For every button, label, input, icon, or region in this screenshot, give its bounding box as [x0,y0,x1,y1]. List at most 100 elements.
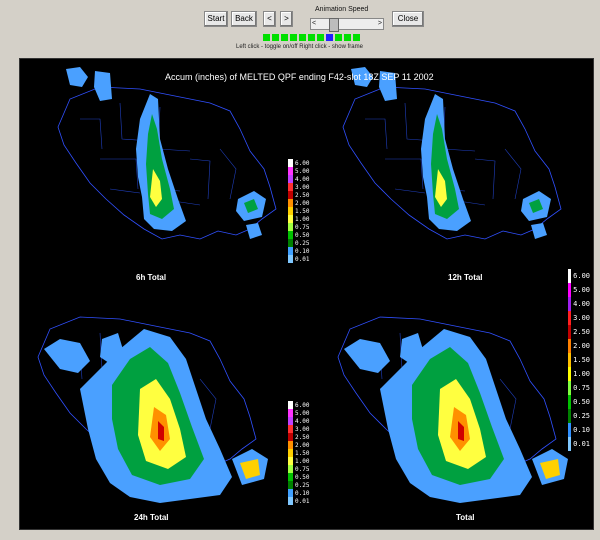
legend-entry: 4.00 [288,175,310,183]
legend-value: 1.50 [573,356,590,364]
legend-value: 0.50 [295,231,310,239]
legend-entry: 2.00 [288,441,310,449]
legend-entry: 1.50 [288,207,310,215]
legend-entry: 3.00 [568,311,590,325]
legend-swatch [288,497,293,505]
legend-swatch [288,449,293,457]
legend-entry: 0.75 [568,381,590,395]
legend-swatch [288,183,293,191]
frame-toggle[interactable] [281,34,288,41]
slider-left-arrow-icon[interactable]: < [312,20,317,27]
legend-swatch [288,239,293,247]
legend-swatch [288,401,293,409]
step-back-button[interactable]: < [263,11,276,27]
legend-entry: 5.00 [568,283,590,297]
legend-entry: 4.00 [288,417,310,425]
legend-entry: 0.10 [288,489,310,497]
legend-total: 6.00 5.00 4.00 3.00 2.50 2.00 1.50 1.00 0.75 0.50… [568,269,590,451]
legend-swatch [288,207,293,215]
legend-entry: 0.10 [288,247,310,255]
legend-swatch [568,395,572,409]
legend-swatch [288,489,293,497]
legend-entry: 0.01 [288,255,310,263]
legend-swatch [288,255,293,263]
legend-swatch [288,433,293,441]
start-button[interactable]: Start [204,11,228,27]
legend-value: 3.00 [295,425,310,433]
legend-swatch [568,437,572,451]
frame-toggle[interactable] [353,34,360,41]
frame-toggle[interactable] [263,34,270,41]
legend-entry: 1.00 [568,367,590,381]
legend-value: 0.01 [573,440,590,448]
legend-entry: 1.50 [288,449,310,457]
legend-entry: 1.00 [288,215,310,223]
legend-swatch [288,199,293,207]
frame-toggle[interactable] [335,34,342,41]
slider-thumb[interactable] [329,18,339,32]
legend-value: 4.00 [295,175,310,183]
frame-toggle[interactable] [308,34,315,41]
legend-swatch [568,283,572,297]
legend-swatch [568,269,572,283]
step-forward-button[interactable]: > [280,11,293,27]
qpf-display: Accum (inches) of MELTED QPF ending F42-… [19,58,594,530]
frame-toggle[interactable] [290,34,297,41]
frame-hint: Left click - toggle on/off Right click -… [236,44,363,50]
legend-swatch [568,325,572,339]
legend-swatch [288,223,293,231]
legend-swatch [288,159,293,167]
frame-toggle[interactable] [326,34,333,41]
legend-value: 2.50 [295,191,310,199]
legend-entry: 4.00 [568,297,590,311]
legend-entry: 1.00 [288,457,310,465]
legend-value: 2.00 [573,342,590,350]
speed-label: Animation Speed [315,6,369,13]
legend-value: 0.10 [295,489,310,497]
legend-swatch [568,423,572,437]
legend-swatch [288,191,293,199]
panel-label-12h: 12h Total [448,273,483,282]
legend-swatch [288,465,293,473]
legend-value: 1.00 [295,215,310,223]
legend-swatch [568,367,572,381]
legend-entry: 2.50 [288,433,310,441]
back-button[interactable]: Back [231,11,257,27]
legend-swatch [288,231,293,239]
frame-toggle[interactable] [344,34,351,41]
legend-entry: 6.00 [568,269,590,283]
legend-entry: 5.00 [288,409,310,417]
close-button[interactable]: Close [392,11,424,27]
legend-value: 1.50 [295,449,310,457]
legend-value: 4.00 [295,417,310,425]
frame-toggle[interactable] [272,34,279,41]
legend-swatch [568,339,572,353]
animation-toolbar: Start Back < > Animation Speed < > Close… [0,0,600,52]
frame-toggle[interactable] [299,34,306,41]
legend-swatch [288,425,293,433]
legend-entry: 0.25 [568,409,590,423]
legend-value: 3.00 [295,183,310,191]
legend-value: 1.00 [573,370,590,378]
legend-value: 0.10 [573,426,590,434]
legend-swatch [288,409,293,417]
speed-slider[interactable]: < > [310,18,384,32]
legend-value: 5.00 [295,409,310,417]
legend-entry: 0.25 [288,481,310,489]
legend-entry: 1.50 [568,353,590,367]
legend-entry: 0.50 [288,473,310,481]
slider-right-arrow-icon[interactable]: > [377,20,382,27]
frame-toggle[interactable] [317,34,324,41]
legend-24h: 6.00 5.00 4.00 3.00 2.50 2.00 1.50 1.00 0.75 0.50… [288,401,310,505]
legend-entry: 5.00 [288,167,310,175]
legend-entry: 2.00 [568,339,590,353]
legend-value: 0.75 [295,465,310,473]
legend-value: 6.00 [295,401,310,409]
legend-entry: 0.10 [568,423,590,437]
legend-value: 0.75 [573,384,590,392]
legend-entry: 0.75 [288,223,310,231]
legend-swatch [288,417,293,425]
legend-swatch [288,167,293,175]
legend-value: 0.75 [295,223,310,231]
panel-label-6h: 6h Total [136,273,167,282]
